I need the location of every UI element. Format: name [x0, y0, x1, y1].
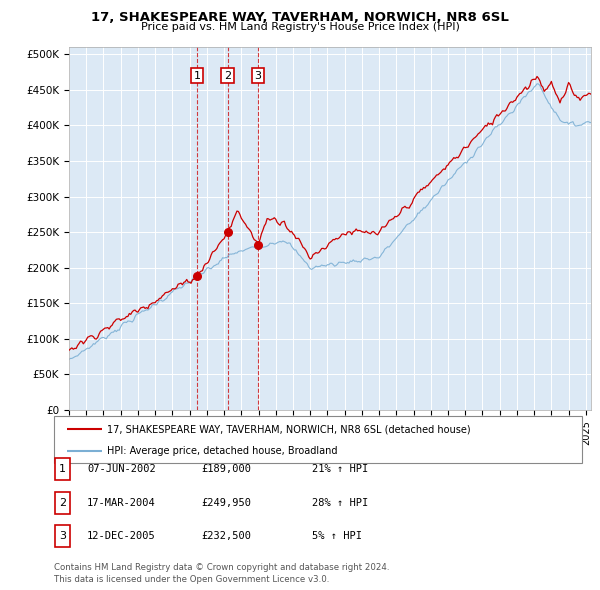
- Text: Contains HM Land Registry data © Crown copyright and database right 2024.: Contains HM Land Registry data © Crown c…: [54, 563, 389, 572]
- Text: 3: 3: [254, 71, 262, 81]
- Text: 17, SHAKESPEARE WAY, TAVERHAM, NORWICH, NR8 6SL (detached house): 17, SHAKESPEARE WAY, TAVERHAM, NORWICH, …: [107, 424, 470, 434]
- Text: 17-MAR-2004: 17-MAR-2004: [87, 498, 156, 507]
- Text: £232,500: £232,500: [201, 532, 251, 541]
- Text: £189,000: £189,000: [201, 464, 251, 474]
- Text: 17, SHAKESPEARE WAY, TAVERHAM, NORWICH, NR8 6SL: 17, SHAKESPEARE WAY, TAVERHAM, NORWICH, …: [91, 11, 509, 24]
- Text: 2: 2: [224, 71, 231, 81]
- Text: 1: 1: [59, 464, 66, 474]
- Text: £249,950: £249,950: [201, 498, 251, 507]
- Text: 28% ↑ HPI: 28% ↑ HPI: [312, 498, 368, 507]
- Text: 5% ↑ HPI: 5% ↑ HPI: [312, 532, 362, 541]
- Text: 21% ↑ HPI: 21% ↑ HPI: [312, 464, 368, 474]
- Text: Price paid vs. HM Land Registry's House Price Index (HPI): Price paid vs. HM Land Registry's House …: [140, 22, 460, 32]
- Text: 3: 3: [59, 532, 66, 541]
- Text: This data is licensed under the Open Government Licence v3.0.: This data is licensed under the Open Gov…: [54, 575, 329, 584]
- Text: HPI: Average price, detached house, Broadland: HPI: Average price, detached house, Broa…: [107, 447, 337, 456]
- Text: 07-JUN-2002: 07-JUN-2002: [87, 464, 156, 474]
- Text: 12-DEC-2005: 12-DEC-2005: [87, 532, 156, 541]
- Text: 1: 1: [194, 71, 200, 81]
- Text: 2: 2: [59, 498, 66, 507]
